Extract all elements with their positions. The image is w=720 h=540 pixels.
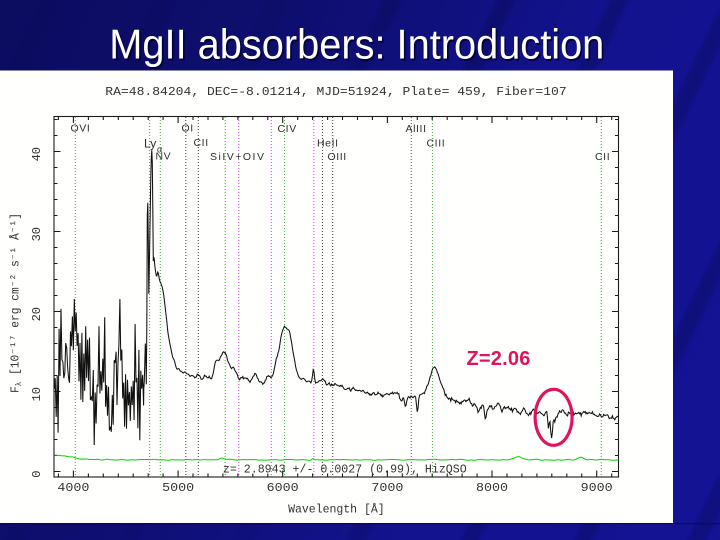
svg-text:CII: CII: [595, 151, 610, 163]
svg-text:Wavelength [Å]: Wavelength [Å]: [288, 502, 385, 517]
svg-text:CIV: CIV: [278, 123, 297, 135]
svg-text:5000: 5000: [162, 481, 194, 495]
svg-text:AlIII: AlIII: [406, 123, 427, 135]
svg-text:20: 20: [30, 307, 44, 321]
svg-text:6000: 6000: [267, 481, 299, 495]
svg-text:OI: OI: [182, 123, 194, 135]
svg-text:Z=2.06: Z=2.06: [467, 348, 531, 370]
svg-text:RA=48.84204, DEC=-8.01214, MJD: RA=48.84204, DEC=-8.01214, MJD=51924, Pl…: [105, 85, 566, 99]
svg-text:MgII absorbers: Introduction: MgII absorbers: Introduction: [109, 21, 604, 68]
svg-text:9000: 9000: [581, 481, 613, 495]
svg-text:8000: 8000: [476, 481, 508, 495]
svg-text:40: 40: [30, 147, 44, 161]
svg-text:CIII: CIII: [427, 138, 446, 150]
svg-text:7000: 7000: [371, 481, 403, 495]
svg-text:MgII absorbers: Introduction: MgII absorbers: Introduction: [111, 23, 606, 70]
svg-text:HeII: HeII: [317, 138, 339, 150]
svg-text:z= 2.8943 +/- 0.0027 (0.99), H: z= 2.8943 +/- 0.0027 (0.99), HizQSO: [223, 463, 467, 477]
svg-text:CII: CII: [194, 137, 209, 149]
svg-text:α: α: [157, 145, 163, 155]
svg-text:4000: 4000: [57, 481, 89, 495]
svg-text:OIII: OIII: [328, 151, 347, 163]
svg-text:10: 10: [30, 387, 44, 401]
svg-text:Ly: Ly: [144, 137, 156, 151]
svg-text:30: 30: [30, 227, 44, 241]
svg-text:Fλ [10⁻¹⁷ erg cm⁻² s⁻¹ Å⁻¹]: Fλ [10⁻¹⁷ erg cm⁻² s⁻¹ Å⁻¹]: [8, 213, 25, 393]
svg-text:OVI: OVI: [71, 123, 91, 135]
svg-text:0: 0: [30, 471, 44, 478]
svg-text:SiIV+OIV: SiIV+OIV: [210, 151, 265, 163]
svg-text:NV: NV: [156, 151, 172, 163]
